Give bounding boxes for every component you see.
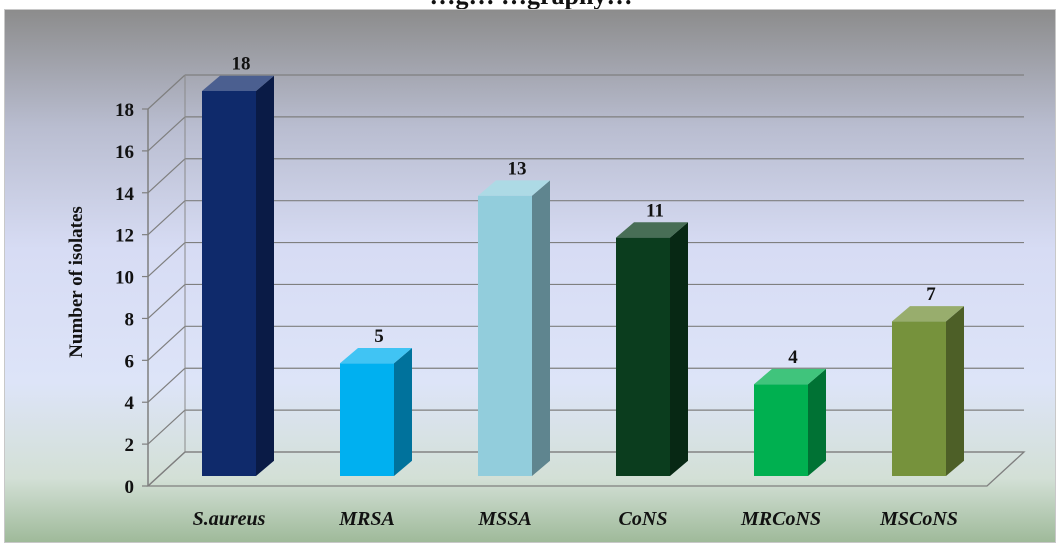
category-label: CoNS (619, 508, 668, 530)
gridline-side (147, 242, 186, 277)
bar-side (946, 306, 964, 476)
category-label: S.aureus (193, 508, 266, 530)
bar-saureus (202, 75, 274, 476)
gridline-side (147, 74, 186, 110)
y-tick-label: 18 (115, 100, 134, 121)
bar-side (394, 347, 412, 476)
y-tick-label: 4 (125, 393, 135, 414)
category-label: MRCoNS (740, 508, 821, 530)
bar-side (256, 75, 274, 476)
bar-top (892, 306, 964, 322)
bar-front (340, 363, 394, 476)
labels: 0 2 4 6 8 10 12 14 16 18 Number of isolates 18 S.aur… (66, 54, 958, 530)
bar-front (892, 321, 946, 476)
data-label: 5 (374, 326, 384, 347)
data-label: 18 (232, 54, 251, 75)
bar-mrcons (754, 368, 826, 476)
y-tick-label: 10 (115, 268, 134, 289)
chart-title-cropped: …g… …graphy… (0, 0, 1062, 11)
bar-top (754, 368, 826, 385)
bar-mssa (478, 180, 550, 476)
gridline-side (147, 325, 186, 361)
y-tick-label: 8 (125, 309, 135, 330)
bar-top (340, 347, 412, 364)
bar-mrsa (340, 347, 412, 476)
data-label: 11 (646, 200, 664, 221)
bar-front (202, 91, 256, 476)
bar-front (754, 384, 808, 476)
axes (142, 108, 1026, 487)
gridline-side (147, 367, 186, 403)
bar-top (616, 222, 688, 238)
category-label: MSCoNS (879, 508, 958, 530)
data-label: 13 (508, 158, 527, 179)
y-axis-title: Number of isolates (66, 206, 87, 358)
gridline-side (147, 158, 186, 194)
y-tick-label: 0 (125, 477, 135, 498)
bar-top (478, 180, 550, 196)
data-label: 7 (926, 284, 936, 305)
y-tick-label: 12 (115, 226, 134, 247)
y-tick-label: 6 (125, 351, 135, 372)
category-label: MSSA (477, 508, 531, 530)
category-label: MRSA (338, 508, 395, 530)
bar-mscons (892, 306, 964, 476)
gridline-side (147, 284, 186, 319)
y-tick-label: 2 (125, 435, 135, 456)
gridline-side (147, 116, 186, 152)
bar-side (808, 368, 826, 476)
bar-side (670, 222, 688, 476)
y-tick-label: 14 (115, 184, 135, 205)
bar-side (532, 180, 550, 476)
bars (202, 75, 964, 476)
chart-floor (146, 451, 1026, 487)
gridline-side (147, 200, 186, 236)
bar-front (616, 237, 670, 476)
bar-front (478, 195, 532, 476)
bar-top (202, 75, 274, 91)
bar-cons (616, 222, 688, 476)
gridline-side (147, 409, 186, 445)
y-tick-label: 16 (115, 142, 134, 163)
data-label: 4 (788, 347, 798, 368)
